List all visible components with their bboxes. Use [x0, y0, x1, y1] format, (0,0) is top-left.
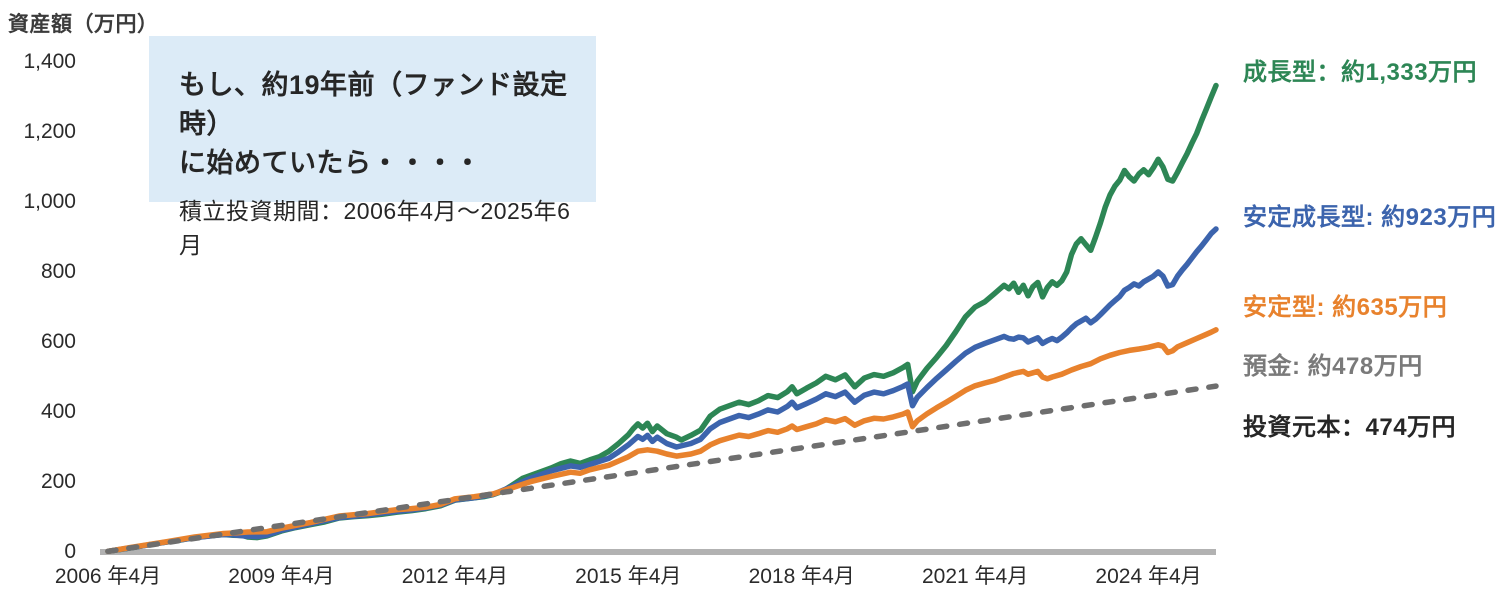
series-label-growth: 成長型：約1,333万円	[1243, 59, 1478, 86]
y-tick-label: 400	[40, 400, 76, 423]
y-tick-label: 600	[40, 330, 76, 353]
x-tick-label: 2018 年4月	[748, 565, 855, 588]
series-label-stable-growth: 安定成長型: 約923万円	[1243, 204, 1497, 231]
series-line-投資元本	[105, 383, 1219, 555]
series-label-stable: 安定型: 約635万円	[1243, 294, 1448, 321]
x-tick-label: 2006 年4月	[54, 565, 162, 588]
x-tick-label: 2021 年4月	[922, 565, 1029, 588]
x-tick-label: 2015 年4月	[575, 565, 682, 588]
callout-box: もし、約19年前（ファンド設定時） に始めていたら・・・・ 積立投資期間：200…	[149, 36, 596, 258]
x-tick-label: 2009 年4月	[228, 565, 335, 588]
y-tick-label: 800	[40, 260, 76, 283]
series-label-deposit: 預金: 約478万円	[1243, 353, 1423, 380]
x-tick-label: 2012 年4月	[401, 565, 508, 588]
callout-title-line2: に始めていたら・・・・	[179, 148, 482, 179]
y-tick-label: 200	[40, 470, 76, 493]
y-tick-label: 0	[64, 540, 76, 563]
series-line-安定成長型	[105, 226, 1219, 555]
callout-subtitle: 積立投資期間：2006年4月～2025年6月	[179, 198, 571, 259]
series-label-principal: 投資元本：474万円	[1243, 414, 1457, 441]
y-tick-label: 1,400	[23, 50, 76, 73]
x-tick-label: 2024 年4月	[1095, 565, 1202, 588]
callout-title-line1: もし、約19年前（ファンド設定時）	[179, 70, 568, 140]
y-axis-title: 資産額（万円）	[8, 13, 159, 36]
y-tick-label: 1,200	[23, 120, 76, 143]
series-line-安定型	[105, 327, 1219, 555]
y-tick-label: 1,000	[23, 190, 76, 213]
